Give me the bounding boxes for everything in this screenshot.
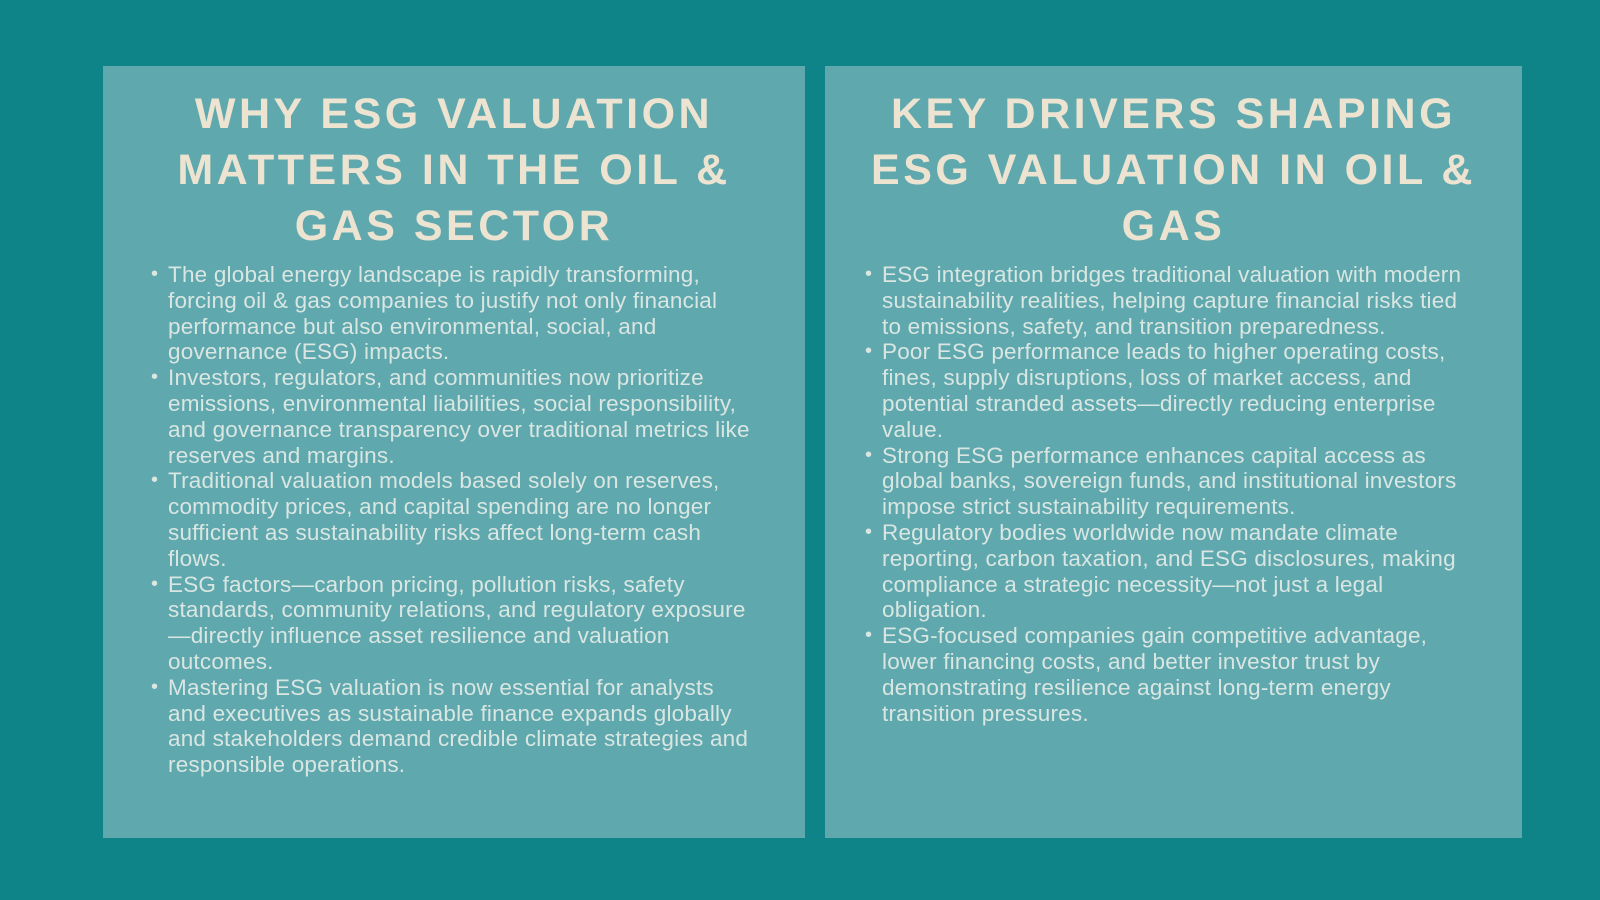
left-panel-title: WHY ESG VALUATION MATTERS IN THE OIL & G… xyxy=(103,66,805,254)
right-panel-title: KEY DRIVERS SHAPING ESG VALUATION IN OIL… xyxy=(825,66,1522,254)
bullet-item: ESG-focused companies gain competitive a… xyxy=(865,623,1482,726)
right-panel-bullet-list: ESG integration bridges traditional valu… xyxy=(865,262,1482,726)
bullet-item: The global energy landscape is rapidly t… xyxy=(151,262,757,365)
bullet-item: Strong ESG performance enhances capital … xyxy=(865,443,1482,520)
right-panel: KEY DRIVERS SHAPING ESG VALUATION IN OIL… xyxy=(825,66,1522,838)
bullet-item: Mastering ESG valuation is now essential… xyxy=(151,675,757,778)
bullet-item: ESG factors—carbon pricing, pollution ri… xyxy=(151,572,757,675)
left-panel-bullet-list: The global energy landscape is rapidly t… xyxy=(151,262,757,778)
bullet-item: ESG integration bridges traditional valu… xyxy=(865,262,1482,339)
title-line: GAS xyxy=(1121,202,1226,250)
bullet-item: Traditional valuation models based solel… xyxy=(151,468,757,571)
title-line: ESG VALUATION IN OIL & xyxy=(871,146,1476,194)
title-line: KEY DRIVERS SHAPING xyxy=(890,90,1457,138)
bullet-item: Regulatory bodies worldwide now mandate … xyxy=(865,520,1482,623)
title-line: GAS SECTOR xyxy=(294,202,614,250)
bullet-item: Poor ESG performance leads to higher ope… xyxy=(865,339,1482,442)
title-line: WHY ESG VALUATION xyxy=(194,90,714,138)
title-line: MATTERS IN THE OIL & xyxy=(177,146,731,194)
bullet-item: Investors, regulators, and communities n… xyxy=(151,365,757,468)
left-panel: WHY ESG VALUATION MATTERS IN THE OIL & G… xyxy=(103,66,805,838)
